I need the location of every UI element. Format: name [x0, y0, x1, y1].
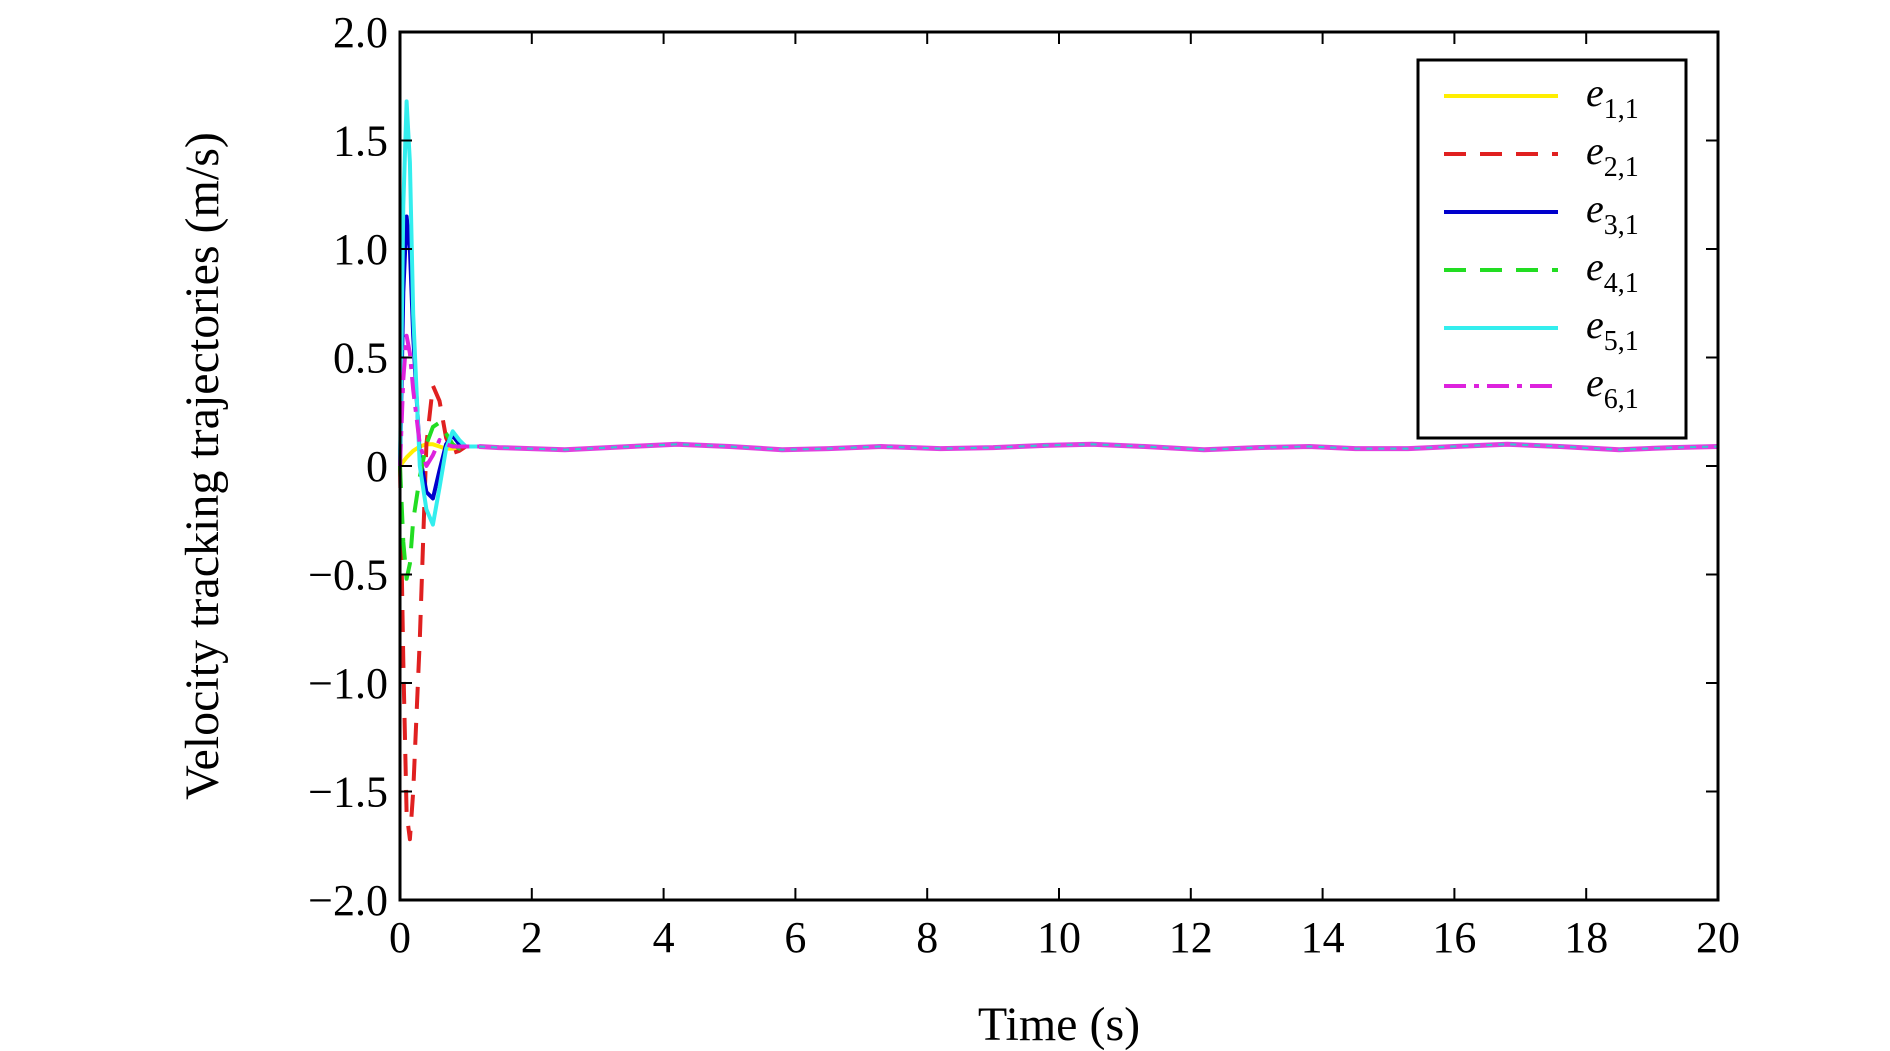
x-tick-label: 2 — [521, 913, 543, 962]
y-tick-label: 0.5 — [333, 334, 388, 383]
x-tick-label: 4 — [653, 913, 675, 962]
series-layer — [398, 99, 1719, 842]
y-tick-label: 1.5 — [333, 117, 388, 166]
x-tick-label: 18 — [1564, 913, 1608, 962]
legend: e1,1e2,1e3,1e4,1e5,1e6,1 — [1416, 58, 1688, 440]
x-tick-label: 12 — [1169, 913, 1213, 962]
series-line-5 — [398, 99, 480, 527]
y-tick-label: 0 — [366, 442, 388, 491]
legend-subscript-4: 4,1 — [1604, 268, 1639, 299]
y-tick-label: −1.0 — [308, 659, 388, 708]
series-line-2 — [398, 383, 480, 842]
legend-subscript-2: 2,1 — [1604, 152, 1639, 183]
y-tick-label: 1.0 — [333, 225, 388, 274]
steady-state-line — [478, 441, 1719, 453]
legend-subscript-5: 5,1 — [1604, 326, 1639, 357]
legend-subscript-6: 6,1 — [1604, 384, 1639, 415]
x-tick-label: 20 — [1696, 913, 1740, 962]
series-line-3 — [398, 214, 480, 501]
x-tick-label: 6 — [784, 913, 806, 962]
ticks-layer: 0 2 4 6 8 10 12 14 16 18 20 2.0 1.5 1.0 0.5 0 −0.5 −1.0 −1… — [308, 8, 1740, 962]
x-tick-label: 10 — [1037, 913, 1081, 962]
y-axis-title: Velocity tracking trajectories (m/s) — [176, 132, 229, 800]
x-tick-label: 14 — [1301, 913, 1345, 962]
y-tick-label: 2.0 — [333, 8, 388, 57]
y-tick-label: −2.0 — [308, 876, 388, 925]
x-tick-label: 0 — [389, 913, 411, 962]
steady-state-overlay-line — [479, 443, 1719, 451]
y-tick-label: −1.5 — [308, 768, 388, 817]
x-axis-title: Time (s) — [978, 998, 1140, 1051]
y-tick-label: −0.5 — [308, 551, 388, 600]
legend-box — [1416, 58, 1688, 440]
legend-subscript-1: 1,1 — [1604, 94, 1639, 125]
legend-subscript-3: 3,1 — [1604, 210, 1639, 241]
series-line-6 — [398, 333, 480, 468]
x-tick-label: 16 — [1432, 913, 1476, 962]
x-tick-label: 8 — [916, 913, 938, 962]
